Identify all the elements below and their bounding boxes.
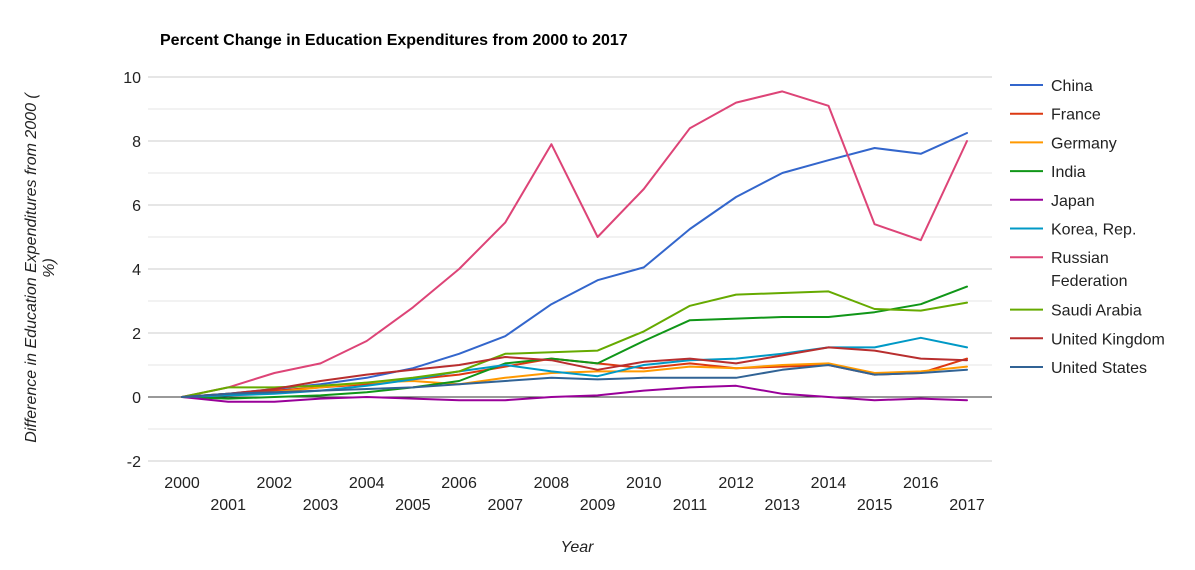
x-tick-label: 2004 — [349, 475, 385, 492]
x-tick-label: 2009 — [580, 497, 616, 514]
legend-item-russian-federation: Russian Federation — [1010, 250, 1128, 290]
x-tick-label: 2011 — [673, 497, 708, 514]
x-tick-label: 2003 — [303, 497, 339, 514]
x-tick-label: 2008 — [534, 475, 570, 492]
legend-label: India — [1051, 164, 1086, 181]
y-tick-label: 2 — [132, 326, 141, 343]
legend-label: Saudi Arabia — [1051, 303, 1142, 320]
legend-item-united-kingdom: United Kingdom — [1010, 331, 1165, 348]
x-tick-label: 2016 — [903, 475, 939, 492]
legend-label: United Kingdom — [1051, 331, 1165, 348]
legend-label: France — [1051, 107, 1101, 124]
legend-item-united-states: United States — [1010, 360, 1147, 377]
x-tick-label: 2012 — [718, 475, 754, 492]
chart-title: Percent Change in Education Expenditures… — [160, 32, 628, 49]
legend-item-germany: Germany — [1010, 135, 1117, 152]
legend-item-japan: Japan — [1010, 193, 1095, 210]
legend-label: Korea, Rep. — [1051, 222, 1136, 239]
x-tick-label: 2015 — [857, 497, 893, 514]
x-tick-label: 2010 — [626, 475, 662, 492]
series-line-germany — [181, 362, 968, 398]
y-tick-label: 10 — [123, 70, 141, 87]
y-tick-label: -2 — [127, 454, 141, 471]
legend: China France Germany India Japan Korea, Rep. R… — [1010, 78, 1165, 377]
y-tick-label: 6 — [132, 198, 141, 215]
y-axis-label-line-2: %) — [41, 258, 58, 278]
legend-label: Germany — [1051, 135, 1117, 152]
legend-label: Japan — [1051, 193, 1095, 210]
series-line-china — [181, 132, 968, 398]
legend-item-india: India — [1010, 164, 1086, 181]
x-axis-ticks: 2000 2001 2002 2003 2004 2005 2006 2007 2008 2009… — [164, 475, 985, 514]
series-line-united-kingdom — [181, 346, 968, 398]
series-line-japan — [181, 384, 968, 403]
gridlines — [148, 76, 992, 462]
y-tick-label: 4 — [132, 262, 141, 279]
y-tick-label: 0 — [132, 390, 141, 407]
x-tick-label: 2006 — [441, 475, 477, 492]
x-tick-label: 2017 — [949, 497, 985, 514]
series-line-saudi-arabia — [181, 290, 968, 398]
x-axis-label: Year — [561, 539, 595, 556]
x-tick-label: 2005 — [395, 497, 431, 514]
legend-item-korea-rep: Korea, Rep. — [1010, 222, 1136, 239]
y-axis-label-line-1: Difference in Education Expenditures fro… — [23, 92, 40, 443]
legend-label: China — [1051, 78, 1093, 95]
series-line-russian-federation — [181, 90, 968, 398]
x-tick-label: 2014 — [811, 475, 847, 492]
x-tick-label: 2001 — [210, 497, 246, 514]
x-tick-label: 2007 — [487, 497, 523, 514]
legend-item-france: France — [1010, 107, 1101, 124]
legend-item-saudi-arabia: Saudi Arabia — [1010, 303, 1142, 320]
y-tick-label: 8 — [132, 134, 141, 151]
legend-label: Federation — [1051, 273, 1128, 290]
legend-label: United States — [1051, 360, 1147, 377]
legend-label: Russian — [1051, 250, 1109, 267]
x-tick-label: 2013 — [764, 497, 800, 514]
series-line-india — [181, 285, 968, 400]
y-axis-label: Difference in Education Expenditures fro… — [23, 92, 58, 443]
x-tick-label: 2000 — [164, 475, 200, 492]
legend-item-china: China — [1010, 78, 1093, 95]
y-axis-ticks: -2 0 2 4 6 8 10 — [123, 70, 141, 471]
x-tick-label: 2002 — [257, 475, 293, 492]
plot-series — [181, 90, 968, 403]
series-line-united-states — [181, 364, 968, 398]
